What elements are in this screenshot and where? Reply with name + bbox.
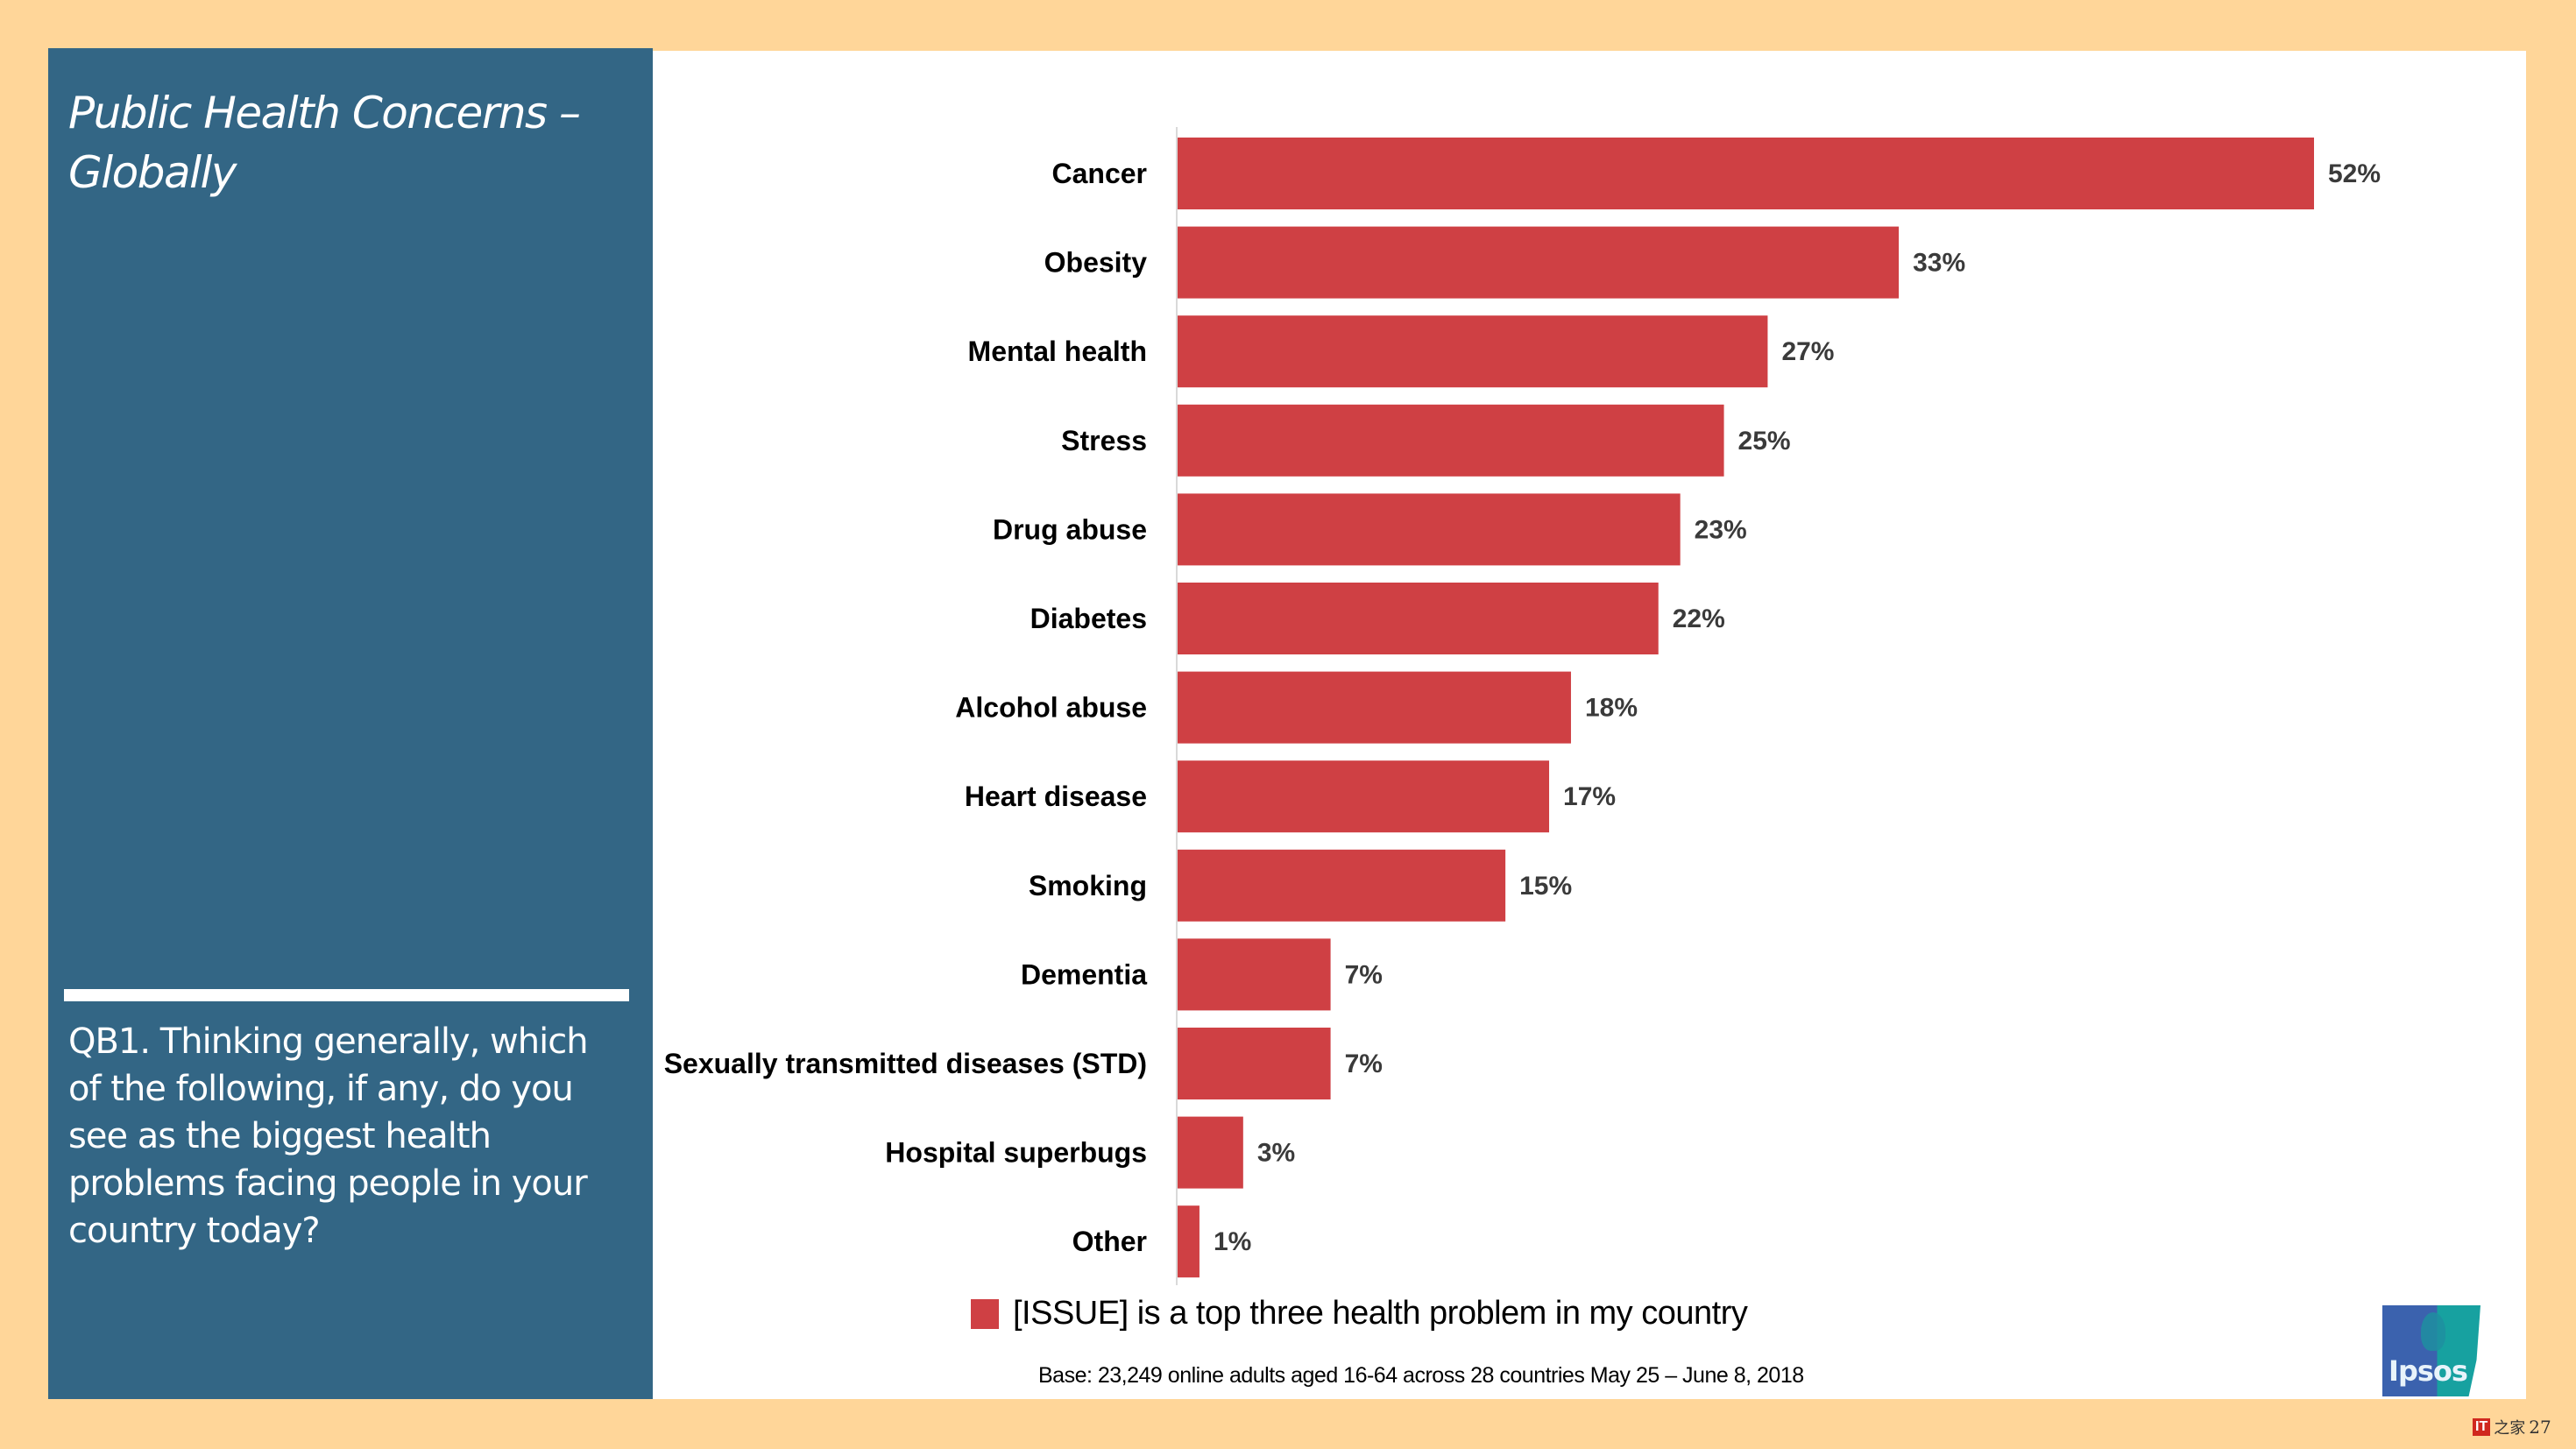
data-label: 33% <box>1913 249 1965 278</box>
data-label: 3% <box>1257 1139 1295 1168</box>
bar <box>1178 1116 1243 1189</box>
category-label: Dementia <box>1021 958 1147 990</box>
survey-question: QB1. Thinking generally, which of the fo… <box>68 1021 589 1251</box>
watermark: IT 之家 27 <box>2473 1416 2551 1438</box>
category-label: Stress <box>1061 425 1147 456</box>
bars-group: Cancer 52% Obesity 33% Mental health 27% Stres… <box>664 138 2381 1278</box>
data-label: 7% <box>1345 1050 1383 1078</box>
watermark-text: 之家 <box>2494 1419 2526 1438</box>
ipsos-logo: Ipsos <box>2382 1305 2480 1396</box>
category-label: Diabetes <box>1030 603 1147 634</box>
slide-title: Public Health Concerns – Globally <box>68 88 581 198</box>
category-label: Hospital superbugs <box>885 1137 1147 1169</box>
bar <box>1178 849 1506 922</box>
side-panel <box>48 48 653 1399</box>
category-label: Alcohol abuse <box>955 692 1147 724</box>
data-label: 15% <box>1519 872 1572 901</box>
bar <box>1178 583 1659 654</box>
bar <box>1178 1205 1200 1278</box>
data-label: 52% <box>2328 159 2381 188</box>
data-label: 7% <box>1345 960 1383 989</box>
data-label: 1% <box>1214 1227 1251 1256</box>
bar <box>1178 1028 1331 1099</box>
category-label: Sexually transmitted diseases (STD) <box>664 1048 1147 1079</box>
data-label: 18% <box>1585 694 1638 723</box>
bar <box>1178 404 1724 477</box>
logo-text: Ipsos <box>2388 1354 2468 1388</box>
category-label: Mental health <box>968 336 1147 367</box>
legend-swatch <box>971 1298 999 1329</box>
category-label: Obesity <box>1044 247 1148 279</box>
category-label: Smoking <box>1029 870 1147 901</box>
data-label: 25% <box>1738 427 1791 456</box>
data-label: 17% <box>1563 782 1616 811</box>
bar <box>1178 671 1571 744</box>
legend-label: [ISSUE] is a top three health problem in… <box>1013 1295 1748 1332</box>
data-label: 22% <box>1673 604 1725 633</box>
bar <box>1178 226 1900 299</box>
data-label: 27% <box>1781 337 1834 366</box>
chart-legend: [ISSUE] is a top three health problem in… <box>971 1295 1748 1332</box>
panel-divider <box>64 989 629 1001</box>
category-label: Cancer <box>1052 158 1148 189</box>
category-label: Heart disease <box>965 781 1147 812</box>
bar <box>1178 138 2314 209</box>
bar <box>1178 938 1331 1011</box>
logo-head-silhouette-icon <box>2421 1312 2445 1351</box>
watermark-badge: IT <box>2473 1418 2491 1436</box>
category-label: Other <box>1072 1226 1147 1257</box>
page-number: 27 <box>2529 1417 2551 1438</box>
base-note: Base: 23,249 online adults aged 16-64 ac… <box>1038 1363 1804 1388</box>
category-label: Drug abuse <box>993 513 1147 545</box>
bar <box>1178 315 1768 388</box>
data-label: 23% <box>1695 515 1747 544</box>
bar <box>1178 493 1681 566</box>
bar <box>1178 760 1550 833</box>
